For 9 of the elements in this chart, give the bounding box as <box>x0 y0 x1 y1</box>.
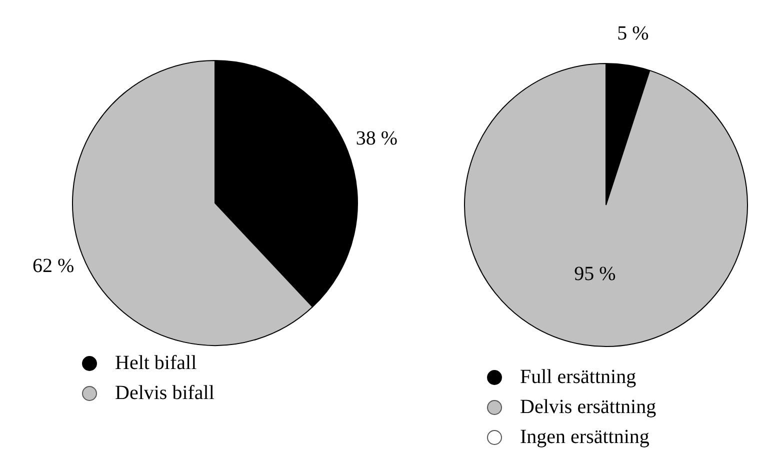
data-label: 62 % <box>32 255 74 278</box>
legend-label: Ingen ersättning <box>520 426 650 448</box>
data-label: 5 % <box>617 22 649 45</box>
legend-label: Delvis ersättning <box>520 396 656 418</box>
legend-label: Delvis bifall <box>115 382 214 404</box>
legend-label: Full ersättning <box>520 366 636 388</box>
data-label: 95 % <box>574 263 616 286</box>
data-label: 38 % <box>356 127 398 150</box>
legend-label: Helt bifall <box>115 352 197 374</box>
